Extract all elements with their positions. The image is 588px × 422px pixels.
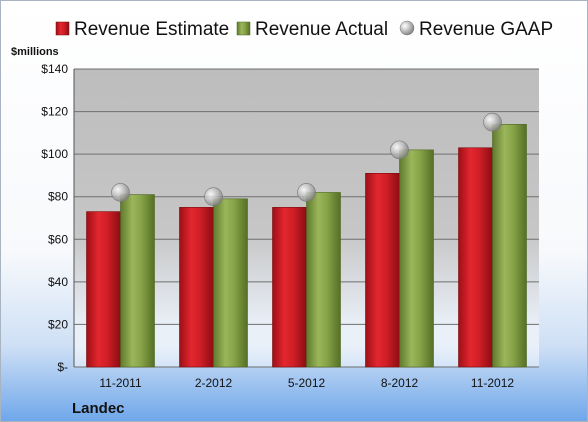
gaap-marker [111,183,130,202]
company-name: Landec [72,400,125,417]
legend-label-actual: Revenue Actual [255,19,388,40]
y-tick-label: $40 [48,275,68,289]
legend-swatch-actual [236,21,251,36]
y-tick-label: $20 [48,317,68,331]
gaap-marker [483,112,502,132]
gaap-marker [204,187,223,207]
y-axis: $- $20 $40 $60 $80 $100 $120 $140 [41,62,75,374]
gaap-marker [297,183,316,202]
x-tick-label: 2-2012 [195,376,233,390]
estimate-bar [458,147,493,368]
legend: Revenue Estimate Revenue Actual Revenue … [55,19,553,40]
estimate-bar [272,207,307,368]
y-tick-label: $140 [41,62,68,76]
bars [86,124,527,368]
legend-label-gaap: Revenue GAAP [419,19,553,40]
actual-bar [120,194,155,368]
actual-bar [399,149,434,368]
gaap-marker [390,140,409,160]
y-tick-label: $120 [41,105,68,119]
gaap-markers [111,112,502,207]
legend-swatch-estimate [55,21,70,36]
y-tick-label: $80 [48,190,68,204]
legend-swatch-gaap [399,20,415,36]
actual-bar [492,124,527,368]
y-tick-label: $60 [48,232,68,246]
estimate-bar [179,207,214,368]
estimate-bar [365,173,400,368]
y-tick-label: $- [57,360,68,374]
x-tick-label: 11-2012 [471,376,514,390]
x-tick-label: 11-2011 [99,376,142,390]
x-tick-label: 5-2012 [288,376,326,390]
estimate-bar [86,211,121,368]
actual-bar [213,198,248,368]
x-tick-label: 8-2012 [381,376,419,390]
y-axis-label: $millions [11,46,59,58]
actual-bar [306,192,341,368]
y-tick-label: $100 [41,147,68,161]
legend-label-estimate: Revenue Estimate [74,19,229,40]
x-axis: 11-2011 2-2012 5-2012 8-2012 11-2012 [99,376,514,390]
